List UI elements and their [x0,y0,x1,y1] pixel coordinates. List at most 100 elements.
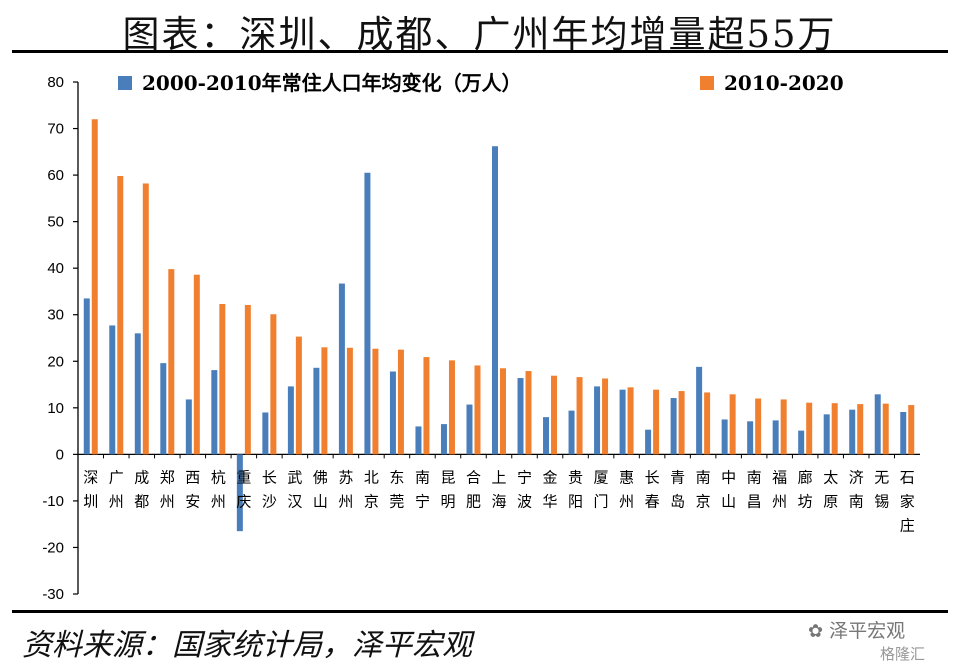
bar-series2-14 [448,360,455,455]
x-tick-label: 金华 [543,468,558,510]
x-tick-label: 福州 [772,468,787,510]
bar-series2-20 [602,378,609,455]
x-tick-label: 昆明 [440,468,455,510]
bar-series1-31 [874,394,881,455]
bar-series1-5 [211,370,218,455]
y-tick-label: 60 [47,167,64,184]
bar-series1-8 [287,386,294,455]
x-tick-label: 石家庄 [900,468,915,534]
y-tick-label: -30 [42,586,64,603]
x-tick-label: 长沙 [262,468,277,510]
y-tick-label: 80 [47,74,64,91]
y-tick-label: 30 [47,307,64,324]
bar-series1-0 [83,298,90,455]
bar-series2-27 [780,399,787,455]
y-tick-label: -10 [42,493,64,510]
bar-series2-6 [244,304,251,455]
bar-series1-20 [594,386,601,455]
bar-series1-13 [415,426,422,455]
bar-series1-18 [543,417,550,455]
x-tick-label: 重庆 [236,468,251,510]
bar-series2-7 [270,314,277,455]
bar-series1-3 [160,363,167,455]
bar-series1-2 [134,333,141,455]
y-tick-label: 0 [56,446,64,463]
bars [77,119,915,532]
watermark-sub: 格隆汇 [880,645,926,663]
bar-series2-13 [423,357,430,455]
legend-label-2: 2010-2020 [724,71,844,95]
bar-series2-30 [857,404,864,455]
bar-series2-4 [193,274,200,455]
bar-series2-28 [806,402,813,455]
bar-series2-11 [372,348,379,455]
bar-series1-23 [670,398,677,455]
bar-series2-17 [525,371,532,455]
y-tick-label: 10 [47,400,64,417]
legend: 2000-2010年常住人口年均变化（万人） 2010-2020 [118,71,844,95]
x-tick-label: 成都 [134,468,149,510]
bar-series1-19 [568,410,575,455]
bar-series2-5 [219,304,226,455]
bar-series1-30 [849,409,856,455]
page-title: 图表：深圳、成都、广州年均增量超55万 [122,13,837,56]
bar-series2-15 [474,365,481,455]
watermark-text: 泽平宏观 [829,620,906,642]
x-tick-label: 深圳 [83,468,98,510]
x-tick-label: 杭州 [211,468,226,510]
bar-series2-29 [831,403,838,455]
x-tick-label: 武汉 [287,468,302,510]
x-tick-label: 贵阳 [568,468,583,510]
legend-swatch-1 [118,76,132,90]
bar-series1-15 [466,404,473,455]
bar-series2-0 [91,119,98,455]
bar-series1-22 [645,429,652,455]
bar-series2-2 [142,183,149,455]
bar-series2-3 [168,269,175,455]
x-tick-label: 青岛 [670,468,685,510]
x-tick-label: 合肥 [466,468,481,510]
x-tick-label: 南宁 [415,468,430,510]
bar-series2-25 [729,394,736,455]
bar-series1-32 [900,412,907,455]
y-tick-label: 70 [47,121,64,138]
bar-chart: 80 70 60 50 40 30 20 10 0 -10 -20 -30 深圳广州成都郑州西安杭州重… [42,71,920,603]
x-tick-label: 苏州 [338,468,353,510]
y-tick-label: 50 [47,214,64,231]
x-tick-label: 南昌 [747,468,762,510]
x-tick-label: 厦门 [594,468,609,510]
x-tick-label: 上海 [491,468,506,510]
bar-series2-16 [500,368,506,455]
bar-series1-24 [696,366,703,455]
bar-series2-18 [551,375,558,455]
bar-series1-27 [772,420,779,455]
legend-label-1: 2000-2010年常住人口年均变化（万人） [142,71,522,95]
bar-series1-4 [185,399,192,455]
bar-series2-19 [576,377,583,455]
bar-series2-23 [678,391,685,455]
bar-series1-21 [619,389,626,455]
watermark: ✿ 泽平宏观 [808,616,905,643]
bar-series1-16 [492,146,498,455]
x-tick-label: 济南 [849,468,864,510]
x-tick-label: 佛山 [313,468,328,510]
y-tick-label: 40 [47,260,64,277]
x-tick-label: 广州 [109,468,124,510]
bar-series2-1 [117,176,124,455]
title-rule [12,50,948,53]
bar-series2-22 [653,389,660,455]
legend-swatch-2 [700,76,714,90]
y-tick-label: 20 [47,353,64,370]
bar-series1-29 [823,414,830,455]
x-tick-label: 太原 [823,468,838,510]
bar-series1-1 [109,325,116,455]
x-tick-label: 惠州 [619,468,634,510]
x-tick-label: 中山 [721,468,736,510]
bar-series1-6 [236,454,243,532]
bar-series1-9 [313,367,320,455]
x-tick-label: 长春 [645,468,660,510]
source-note: 资料来源：国家统计局，泽平宏观 [22,628,472,663]
x-tick-label: 无锡 [874,468,889,510]
x-tick-label: 东莞 [389,468,404,510]
